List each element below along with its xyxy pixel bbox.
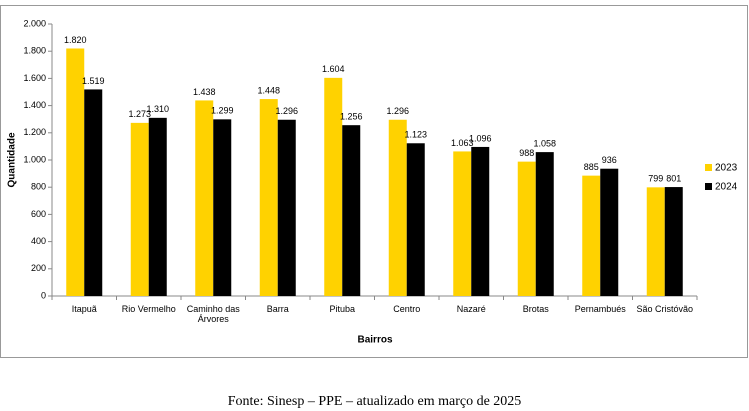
x-tick-label: Barra (266, 304, 289, 314)
y-tick-label: 1.000 (23, 154, 46, 164)
value-label: 1.273 (128, 109, 151, 119)
y-tick-label: 400 (31, 236, 46, 246)
bar (664, 187, 683, 296)
bar (148, 117, 167, 296)
bar (517, 161, 536, 296)
value-label: 1.058 (533, 138, 556, 148)
bar (213, 119, 232, 296)
x-tick-label: Pituba (329, 304, 356, 314)
y-tick-label: 1.800 (23, 46, 46, 56)
bar (406, 143, 425, 296)
value-label: 799 (648, 174, 663, 184)
bar (342, 125, 361, 297)
legend-swatch (705, 164, 712, 171)
y-tick-label: 0 (41, 290, 46, 300)
y-tick-label: 1.600 (23, 73, 46, 83)
bar (277, 119, 296, 296)
bar (66, 48, 85, 297)
value-label: 1.310 (146, 104, 169, 114)
y-tick-label: 800 (31, 182, 46, 192)
value-label: 801 (666, 173, 681, 183)
x-tick-label: Nazaré (456, 304, 486, 314)
value-label: 885 (584, 162, 599, 172)
value-label: 1.438 (193, 87, 216, 97)
x-tick-label: Itapuã (71, 304, 97, 314)
x-tick-label: Caminho das Árvores (186, 304, 240, 324)
bar (582, 175, 601, 296)
value-label: 1.820 (64, 35, 87, 45)
bar (84, 89, 103, 296)
chart-border (0, 5, 748, 358)
y-tick-label: 1.200 (23, 127, 46, 137)
y-tick-label: 2.000 (23, 18, 46, 28)
value-label: 936 (602, 155, 617, 165)
value-label: 1.063 (451, 138, 474, 148)
x-tick-label: Brotas (522, 304, 549, 314)
bar (646, 187, 665, 296)
y-axis-title: Quantidade (7, 132, 18, 187)
bar (453, 151, 472, 296)
y-tick-label: 200 (31, 263, 46, 273)
x-tick-label: Pernambués (574, 304, 626, 314)
value-label: 1.096 (469, 133, 492, 143)
legend-swatch (705, 183, 712, 190)
bar (195, 100, 214, 296)
source-note: Fonte: Sinesp – PPE – atualizado em març… (227, 394, 522, 409)
value-label: 1.296 (275, 106, 298, 116)
value-label: 1.256 (340, 112, 363, 122)
value-label: 1.519 (82, 76, 105, 86)
x-tick-label: São Cristóvão (636, 304, 694, 314)
bar (535, 152, 554, 296)
value-label: 988 (519, 148, 534, 158)
x-axis-title: Bairros (357, 335, 392, 346)
value-label: 1.299 (211, 106, 234, 116)
bar (130, 122, 149, 296)
legend-label: 2023 (715, 163, 738, 174)
value-label: 1.123 (404, 130, 427, 140)
x-tick-label: Centro (393, 304, 421, 314)
legend-label: 2024 (715, 182, 738, 193)
bar (600, 168, 619, 296)
y-tick-label: 1.400 (23, 100, 46, 110)
bar (324, 77, 343, 296)
value-label: 1.448 (257, 85, 280, 95)
bar (259, 99, 278, 297)
y-tick-label: 600 (31, 209, 46, 219)
bar (471, 146, 490, 296)
value-label: 1.604 (322, 64, 345, 74)
bar (388, 119, 407, 296)
value-label: 1.296 (386, 106, 409, 116)
x-tick-label: Rio Vermelho (121, 304, 176, 314)
